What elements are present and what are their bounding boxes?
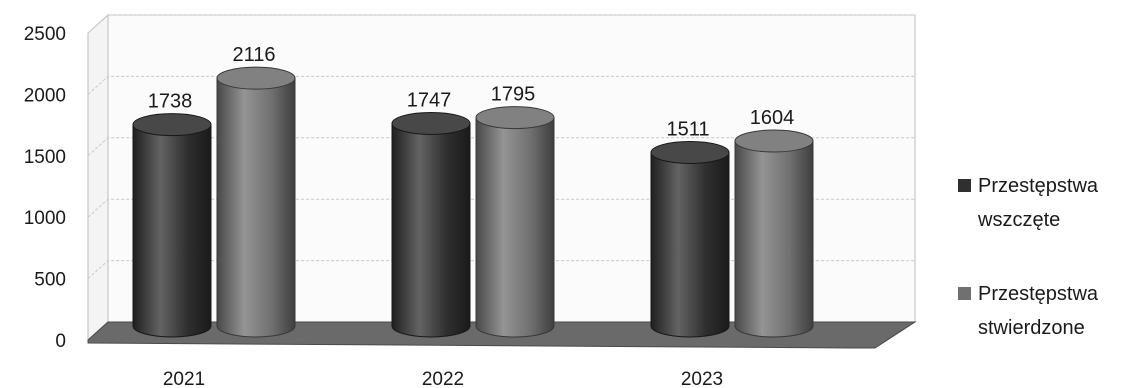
legend-swatch — [958, 287, 971, 300]
side-wall — [87, 13, 109, 342]
bar-body — [216, 77, 296, 338]
bar-top — [391, 111, 471, 135]
bar-2023-stwierdzone — [734, 129, 814, 338]
legend-label: Przestępstwa — [978, 175, 1099, 197]
data-labels: 1738 2116 1747 1795 1511 1604 — [148, 44, 795, 140]
y-tick-label: 2000 — [24, 85, 66, 106]
y-tick-label: 2500 — [24, 24, 66, 45]
legend-item: Przestępstwa wszczęte — [958, 175, 1099, 231]
y-tick-label: 1000 — [24, 208, 66, 229]
gridline — [87, 198, 915, 218]
bar-2023-wszczete — [650, 140, 730, 338]
bar-2022-stwierdzone — [475, 106, 555, 338]
x-tick-label: 2021 — [163, 369, 205, 388]
bar-top — [650, 140, 730, 164]
legend-label: Przestępstwa — [978, 283, 1099, 305]
bar-top — [132, 113, 212, 137]
x-axis-ticks: 2021 2022 2023 — [163, 369, 723, 388]
legend-item: Przestępstwa stwierdzone — [958, 283, 1099, 339]
bar-body — [650, 151, 730, 338]
data-label: 1747 — [407, 89, 452, 111]
x-tick-label: 2022 — [422, 369, 464, 388]
bar-2022-wszczete — [391, 111, 471, 338]
bar-top — [216, 66, 296, 90]
bar-2021-stwierdzone — [216, 66, 296, 338]
data-label: 2116 — [232, 44, 275, 66]
data-label: 1795 — [491, 84, 536, 106]
gridline — [87, 14, 915, 34]
legend-label: wszczęte — [977, 209, 1060, 231]
data-label: 1738 — [148, 91, 193, 113]
gridline — [87, 75, 915, 95]
data-label: 1604 — [750, 107, 795, 129]
bar-body — [734, 140, 814, 338]
legend: Przestępstwa wszczęte Przestępstwa stwierdz… — [958, 175, 1099, 339]
gridline — [87, 260, 915, 279]
bar-body — [391, 122, 471, 338]
y-tick-label: 1500 — [24, 147, 66, 168]
y-tick-label: 0 — [55, 331, 66, 352]
y-tick-label: 500 — [34, 270, 66, 291]
x-tick-label: 2023 — [681, 369, 723, 388]
bar-2021-wszczete — [132, 113, 212, 338]
legend-label: stwierdzone — [978, 317, 1085, 339]
bars — [132, 66, 814, 338]
gridline — [87, 137, 915, 157]
bar-body — [475, 117, 555, 338]
bar-body — [132, 124, 212, 338]
data-label: 1511 — [666, 118, 709, 140]
bar-top — [475, 106, 555, 130]
legend-swatch — [958, 179, 971, 192]
y-axis-ticks: 0 500 1000 1500 2000 2500 — [24, 24, 66, 352]
bar-top — [734, 129, 814, 153]
